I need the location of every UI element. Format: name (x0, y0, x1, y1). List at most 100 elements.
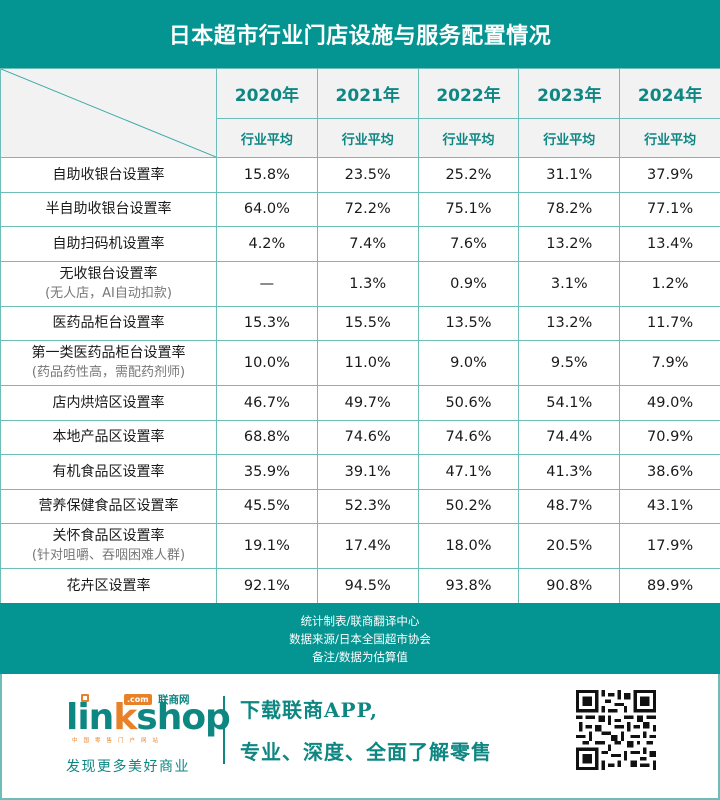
value-cell: 54.1% (518, 385, 621, 421)
row-label-text: 关怀食品区设置率 (52, 528, 165, 544)
value-cell: 25.2% (417, 157, 520, 193)
value-cell: 47.1% (417, 454, 520, 490)
value-cell: 46.7% (216, 385, 318, 421)
value-cell: 19.1% (216, 523, 318, 569)
row-label: 半自助收银台设置率 (0, 191, 217, 227)
value-cell: 48.7% (518, 488, 621, 524)
value-cell: 92.1% (216, 568, 318, 604)
source-line-data: 数据来源/日本全国超市协会 (289, 631, 431, 646)
page-title: 日本超市行业门店设施与服务配置情况 (0, 0, 720, 68)
value-cell: 3.1% (518, 260, 621, 307)
table-row: 花卉区设置率 92.1% 94.5% 93.8% 90.8% 89.9% (0, 568, 720, 604)
cta-download-app: 下载联商APP, (240, 698, 378, 722)
value-cell: 9.5% (518, 340, 621, 386)
value-cell: 11.7% (619, 305, 720, 341)
diagonal-line-icon (1, 69, 216, 157)
value-cell: 4.2% (216, 226, 318, 262)
row-label-note: (无人店，AI自动扣款) (45, 285, 172, 301)
logo-square-icon (81, 694, 89, 702)
value-cell: 0.9% (417, 260, 520, 307)
row-label: 营养保健食品区设置率 (0, 488, 217, 524)
table-row: 自助扫码机设置率 4.2% 7.4% 7.6% 13.2% 13.4% (0, 226, 720, 262)
value-cell: 37.9% (619, 157, 720, 193)
value-cell: 72.2% (316, 191, 419, 227)
promo-banner: .com 联商网 linkshop 中国零售门户网站 发现更多美好商业 下载联商… (0, 674, 720, 800)
row-label: 有机食品区设置率 (0, 454, 217, 490)
value-cell: 17.9% (619, 523, 720, 569)
value-cell: 64.0% (216, 191, 318, 227)
value-cell: 78.2% (518, 191, 621, 227)
row-label-text: 无收银台设置率 (59, 265, 158, 282)
value-cell: 11.0% (316, 340, 419, 386)
value-cell: 93.8% (417, 568, 520, 604)
sub-header-average: 行业平均 (518, 118, 621, 158)
row-label: 花卉区设置率 (0, 568, 217, 604)
value-cell: 7.4% (316, 226, 419, 262)
slogan: 发现更多美好商业 (66, 759, 190, 775)
value-cell: 31.1% (518, 157, 621, 193)
row-label: 自助扫码机设置率 (0, 226, 217, 262)
value-cell: 20.5% (518, 523, 621, 569)
value-cell: 74.4% (518, 419, 621, 455)
value-cell: 68.8% (216, 419, 318, 455)
sub-header-average: 行业平均 (417, 118, 520, 158)
logo-wordmark: linkshop (66, 697, 231, 738)
value-cell: 18.0% (417, 523, 520, 569)
table-row: 有机食品区设置率 35.9% 39.1% 47.1% 41.3% 38.6% (0, 454, 720, 490)
logo-tagline: 中国零售门户网站 (72, 738, 165, 744)
table-row: 店内烘焙区设置率 46.7% 49.7% 50.6% 54.1% 49.0% (0, 385, 720, 421)
value-cell: 90.8% (518, 568, 621, 604)
corner-header-cell (0, 68, 217, 158)
source-line-note: 备注/数据为估算值 (312, 649, 408, 664)
value-cell: 13.5% (417, 305, 520, 341)
row-label: 关怀食品区设置率 (针对咀嚼、吞咽困难人群) (0, 523, 217, 569)
value-cell: 50.2% (417, 488, 520, 524)
row-label-text: 有机食品区设置率 (52, 463, 165, 480)
value-cell: 45.5% (216, 488, 318, 524)
value-cell: 10.0% (216, 340, 318, 386)
table-row: 无收银台设置率 (无人店，AI自动扣款) —1.3% 0.9% 3.1% 1.2% (0, 260, 720, 307)
sub-header-average: 行业平均 (216, 118, 318, 158)
row-label-text: 店内烘焙区设置率 (52, 394, 165, 411)
value-cell: 15.5% (316, 305, 419, 341)
table-row: 第一类医药品柜台设置率 (药品药性高，需配药剂师) 10.0% 11.0% 9.0% 9.… (0, 340, 720, 386)
sub-header-average: 行业平均 (316, 118, 419, 158)
linkshop-logo[interactable]: .com 联商网 linkshop 中国零售门户网站 (66, 692, 231, 772)
year-header-2022: 2022年 (417, 68, 520, 119)
row-label-text: 半自助收银台设置率 (45, 201, 172, 218)
value-cell: 75.1% (417, 191, 520, 227)
row-label-text: 营养保健食品区设置率 (38, 498, 179, 515)
row-label: 第一类医药品柜台设置率 (药品药性高，需配药剂师) (0, 340, 217, 386)
value-cell: 13.4% (619, 226, 720, 262)
row-label-note: (针对咀嚼、吞咽困难人群) (31, 548, 186, 563)
row-label-text: 医药品柜台设置率 (52, 315, 165, 332)
divider (223, 696, 225, 764)
table-row: 半自助收银台设置率 64.0% 72.2% 75.1% 78.2% 77.1% (0, 191, 720, 227)
value-cell: 74.6% (417, 419, 520, 455)
value-cell: 50.6% (417, 385, 520, 421)
value-cell: 9.0% (417, 340, 520, 386)
row-label: 自助收银台设置率 (0, 157, 217, 193)
year-header-2021: 2021年 (316, 68, 419, 119)
value-cell: 74.6% (316, 419, 419, 455)
sub-header-average: 行业平均 (619, 118, 720, 158)
value-cell: 7.9% (619, 340, 720, 386)
year-header-2024: 2024年 (619, 68, 720, 119)
row-label: 无收银台设置率 (无人店，AI自动扣款) (0, 260, 217, 307)
row-label: 医药品柜台设置率 (0, 305, 217, 341)
value-cell: 7.6% (417, 226, 520, 262)
row-label-text: 花卉区设置率 (66, 577, 151, 594)
facility-table: 2020年 2021年 2022年 2023年 2024年 行业平均 行业平均 … (0, 68, 720, 604)
value-cell: 1.2% (619, 260, 720, 307)
row-label-text: 自助收银台设置率 (52, 166, 165, 183)
value-cell: 49.0% (619, 385, 720, 421)
value-cell: 52.3% (316, 488, 419, 524)
qr-code-icon[interactable] (575, 690, 657, 770)
cta-description: 专业、深度、全面了解零售 (240, 740, 492, 764)
value-cell: 43.1% (619, 488, 720, 524)
value-cell: 15.3% (216, 305, 318, 341)
value-cell: 41.3% (518, 454, 621, 490)
value-cell: 77.1% (619, 191, 720, 227)
year-header-2020: 2020年 (216, 68, 318, 119)
